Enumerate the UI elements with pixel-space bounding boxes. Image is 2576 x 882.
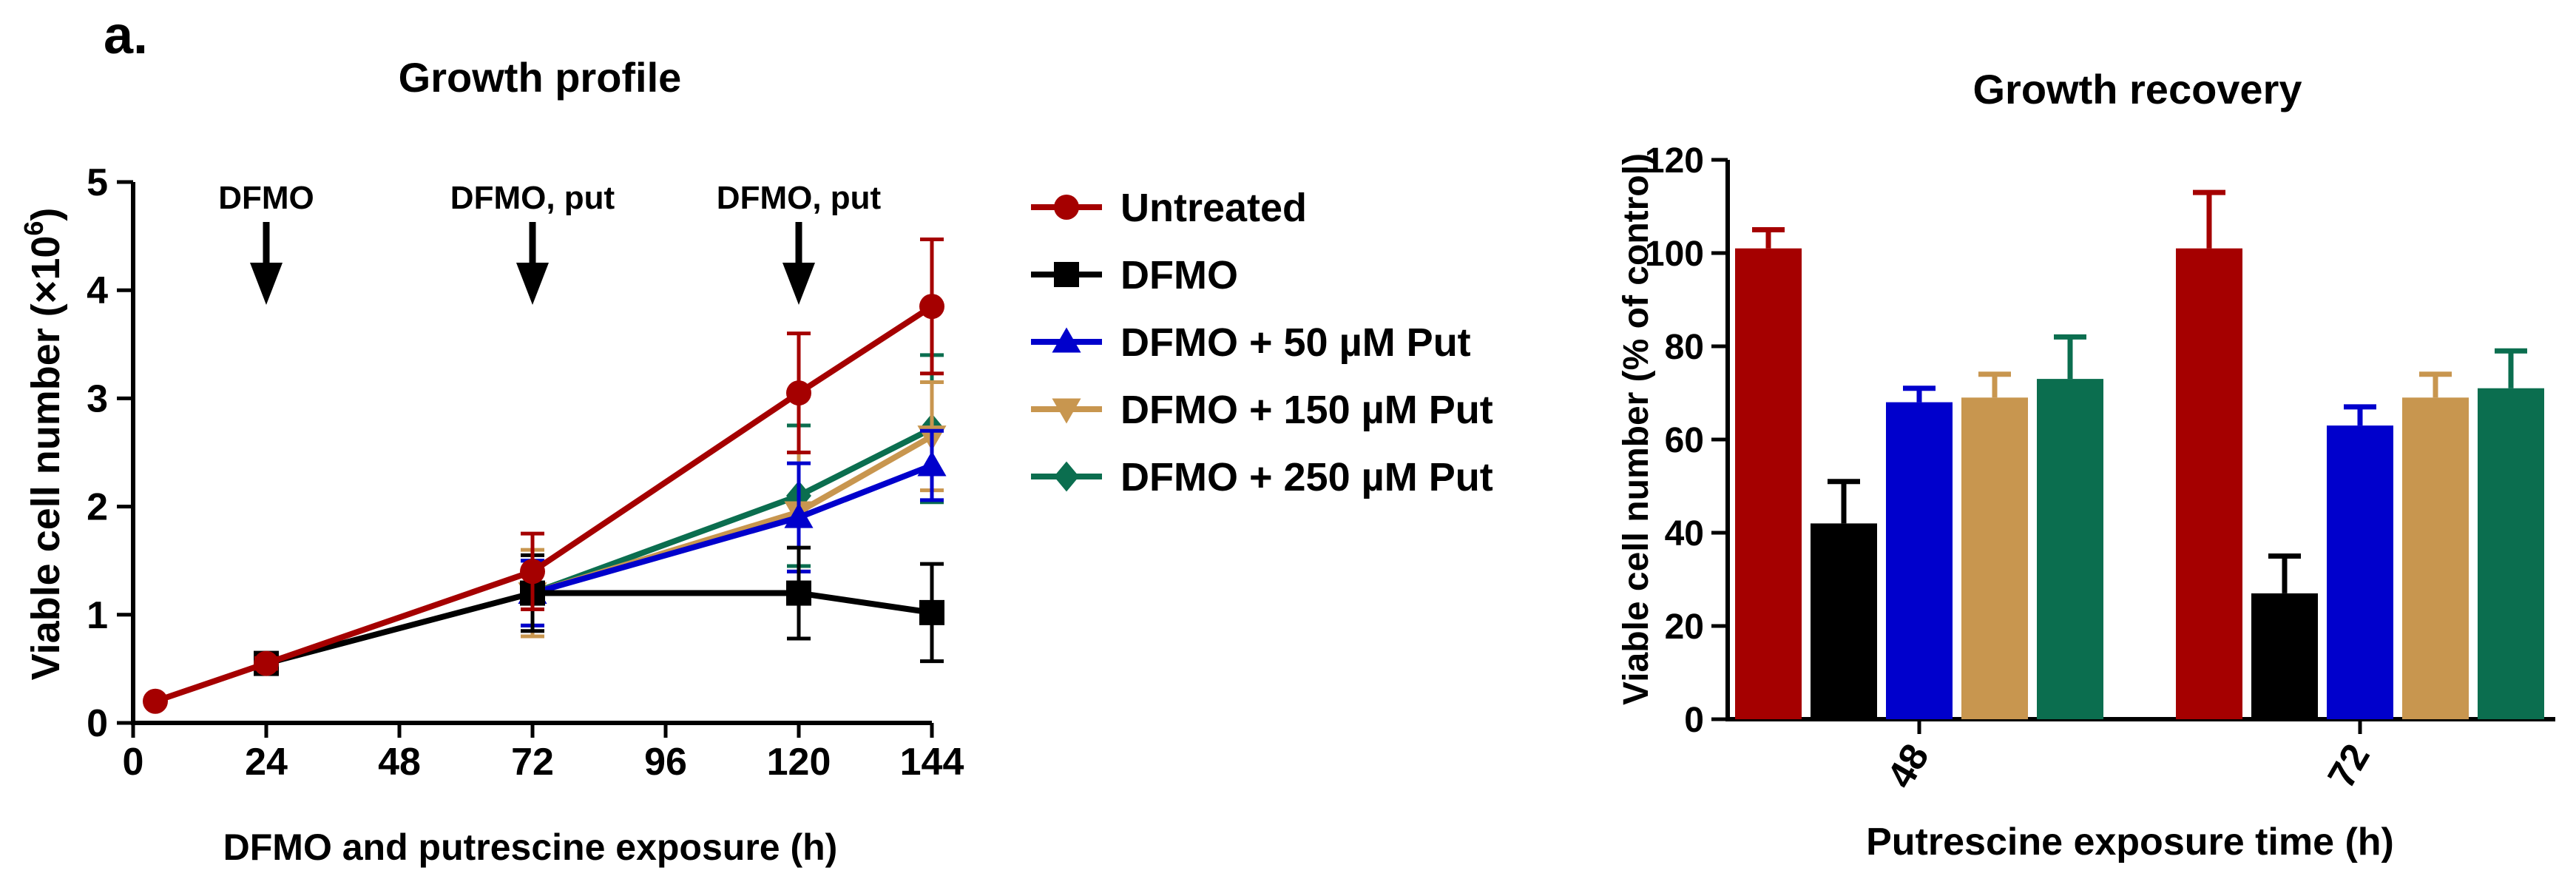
- annotation-label: DFMO, put: [450, 180, 615, 216]
- bar-put250: [2478, 388, 2544, 719]
- y-tick-label: 40: [1665, 514, 1704, 553]
- data-point: [254, 650, 279, 676]
- series-untreated: [143, 237, 944, 714]
- x-tick-label: 144: [900, 741, 964, 784]
- y-tick-label: 20: [1665, 607, 1704, 647]
- ylabel-close: ): [24, 208, 68, 221]
- series-put50: [518, 428, 947, 627]
- bar-dfmo: [1811, 523, 1877, 719]
- annotation-arrow-head: [250, 263, 283, 305]
- y-tick-label: 1: [87, 594, 108, 637]
- legend-item-put50: DFMO + 50 µM Put: [1031, 320, 1471, 365]
- bar-chart-title: Growth recovery: [1972, 66, 2302, 112]
- series-put150: [518, 380, 947, 639]
- x-tick-label: 48: [378, 741, 421, 784]
- legend-marker: [1054, 461, 1079, 492]
- data-point: [786, 580, 811, 606]
- y-tick-label: 80: [1665, 328, 1704, 367]
- legend-label: DFMO + 50 µM Put: [1120, 320, 1471, 365]
- line-chart-title: Growth profile: [399, 54, 682, 101]
- legend-label: DFMO: [1120, 253, 1238, 297]
- line-chart-axes: 0 24 48 72 96 120 144 0 1 2 3 4 5: [87, 161, 964, 784]
- data-point: [520, 559, 545, 585]
- y-tick-label: 60: [1665, 421, 1704, 460]
- legend: Untreated DFMO DFMO + 50 µM Put DFMO + 150 …: [1031, 186, 1493, 499]
- data-point: [917, 451, 947, 477]
- y-tick-label: 3: [87, 377, 108, 420]
- series-line: [265, 590, 933, 667]
- data-point: [786, 380, 811, 406]
- y-tick-label: 120: [1645, 141, 1704, 181]
- y-tick-label: 5: [87, 161, 108, 204]
- ylabel-main: Viable cell number (×10: [24, 236, 68, 681]
- legend-label: DFMO + 150 µM Put: [1120, 388, 1493, 432]
- x-tick-label: 24: [245, 741, 288, 784]
- growth-recovery-chart: Growth recovery Viable cell number (% of…: [1617, 66, 2555, 864]
- line-chart-ylabel: Viable cell number (×106): [18, 208, 68, 681]
- legend-item-put150: DFMO + 150 µM Put: [1031, 388, 1493, 432]
- data-point: [919, 599, 944, 625]
- x-tick-label: 96: [644, 741, 687, 784]
- annotation-arrow-head: [782, 263, 815, 305]
- x-tick-label: 120: [767, 741, 831, 784]
- data-point: [919, 294, 944, 320]
- svg-text:Viable cell number (×106): Viable cell number (×106): [18, 208, 68, 681]
- legend-marker: [1054, 195, 1079, 220]
- y-tick-label: 0: [1684, 701, 1704, 740]
- bar-chart-bars: 48 72: [1735, 189, 2544, 795]
- data-point: [784, 502, 814, 528]
- legend-label: Untreated: [1120, 186, 1307, 230]
- bar-dfmo: [2251, 593, 2318, 719]
- legend-item-untreated: Untreated: [1031, 186, 1307, 230]
- bar-put150: [1961, 397, 2028, 719]
- bar-untreated: [1735, 248, 1802, 719]
- annotation-label: DFMO: [218, 180, 314, 216]
- x-tick-label: 72: [2320, 737, 2379, 795]
- bar-put50: [2327, 425, 2393, 719]
- bar-untreated: [2176, 248, 2242, 719]
- legend-item-put250: DFMO + 250 µM Put: [1031, 455, 1493, 499]
- bar-group-48: 48: [1735, 227, 2103, 795]
- legend-item-dfmo: DFMO: [1031, 253, 1238, 297]
- data-point: [143, 688, 168, 714]
- line-chart-xlabel: DFMO and putrescine exposure (h): [223, 827, 838, 868]
- x-tick-label: 0: [123, 741, 144, 784]
- series-line: [531, 425, 933, 596]
- line-chart-series: [143, 237, 947, 714]
- bar-chart-ylabel: Viable cell number (% of control): [1617, 153, 1656, 705]
- x-tick-label: 72: [511, 741, 554, 784]
- series-put250: [520, 353, 944, 627]
- panel-label: a.: [104, 6, 148, 65]
- y-tick-label: 4: [87, 269, 108, 312]
- x-tick-label: 48: [1879, 737, 1938, 795]
- growth-profile-chart: Growth profile Viable cell number (×106)…: [18, 54, 964, 868]
- ylabel-superscript: 6: [18, 221, 49, 236]
- bar-group-72: 72: [2176, 189, 2544, 795]
- line-chart-annotations: DFMO DFMO, put DFMO, put: [218, 180, 882, 305]
- bar-put50: [1886, 402, 1953, 719]
- annotation-arrow-head: [516, 263, 549, 305]
- legend-marker: [1054, 262, 1079, 287]
- annotation-label: DFMO, put: [717, 180, 882, 216]
- y-tick-label: 100: [1645, 235, 1704, 274]
- y-tick-label: 0: [87, 702, 108, 745]
- legend-label: DFMO + 250 µM Put: [1120, 455, 1493, 499]
- legend-marker: [1052, 327, 1081, 353]
- legend-marker: [1052, 398, 1081, 424]
- bar-put150: [2402, 397, 2469, 719]
- bar-chart-xlabel: Putrescine exposure time (h): [1866, 821, 2394, 864]
- bar-put250: [2037, 379, 2103, 719]
- y-tick-label: 2: [87, 486, 108, 529]
